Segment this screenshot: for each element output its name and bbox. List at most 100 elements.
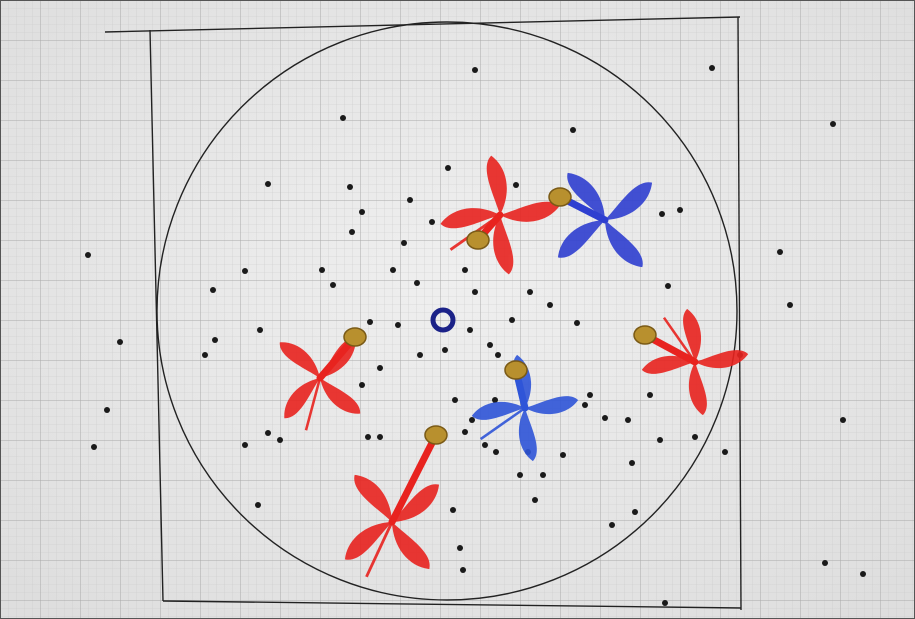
hole: [242, 268, 248, 274]
hole: [330, 282, 336, 288]
darts: [279, 155, 749, 578]
hole: [91, 444, 97, 450]
hole: [830, 121, 836, 127]
hole: [452, 397, 458, 403]
dart-flight: [440, 155, 560, 275]
hole: [212, 337, 218, 343]
hole: [265, 181, 271, 187]
hole: [210, 287, 216, 293]
hole: [450, 507, 456, 513]
square-top: [104, 16, 741, 33]
dart: [344, 425, 448, 578]
dart-barrel: [504, 360, 528, 380]
hole: [540, 472, 546, 478]
flight-fin: [557, 220, 605, 258]
hole: [417, 352, 423, 358]
hole: [467, 327, 473, 333]
hole: [367, 319, 373, 325]
hole: [482, 442, 488, 448]
hole: [414, 280, 420, 286]
flight-fin: [279, 342, 320, 378]
hole: [492, 397, 498, 403]
hole: [365, 434, 371, 440]
hole: [460, 567, 466, 573]
center-ring: [430, 307, 456, 333]
hole: [487, 342, 493, 348]
dart-barrel: [466, 230, 490, 250]
hole: [822, 560, 828, 566]
dart-flight: [641, 308, 749, 416]
dart-barrel: [548, 187, 572, 207]
dart-barrel: [343, 327, 367, 347]
hole: [442, 347, 448, 353]
hole: [429, 219, 435, 225]
hole: [377, 434, 383, 440]
hole: [445, 165, 451, 171]
hole: [257, 327, 263, 333]
hole: [349, 229, 355, 235]
flight-fin: [688, 362, 707, 416]
dart: [633, 308, 749, 416]
flight-fin: [392, 522, 430, 570]
hole: [255, 502, 261, 508]
flight-fin: [440, 208, 500, 229]
dart: [440, 155, 560, 275]
dart-barrel: [424, 425, 448, 445]
flight-fin: [525, 396, 579, 415]
hole: [359, 209, 365, 215]
hole: [570, 127, 576, 133]
hole: [609, 522, 615, 528]
flight-fin: [284, 378, 320, 419]
hole: [722, 449, 728, 455]
flight-fin: [320, 378, 361, 414]
flight-fin: [641, 355, 695, 374]
hole: [493, 449, 499, 455]
flight-fin: [320, 337, 356, 378]
hole: [407, 197, 413, 203]
hole: [602, 415, 608, 421]
hole: [509, 317, 515, 323]
square-right: [737, 16, 742, 611]
hole: [657, 437, 663, 443]
flight-fin: [695, 350, 749, 369]
flight-fin: [493, 215, 514, 275]
hole: [495, 352, 501, 358]
dart: [471, 354, 579, 462]
square-bottom: [162, 600, 742, 609]
flight-fin: [683, 308, 702, 362]
hole: [277, 437, 283, 443]
flight-fin: [354, 474, 392, 522]
hole: [202, 352, 208, 358]
drawn-circle: [156, 21, 738, 601]
dart: [279, 327, 367, 431]
hole: [625, 417, 631, 423]
hole: [709, 65, 715, 71]
dart-shaft: [388, 431, 440, 526]
flight-stem: [479, 406, 526, 441]
hole: [104, 407, 110, 413]
hole: [117, 339, 123, 345]
hole: [359, 382, 365, 388]
dart-barrel: [633, 325, 657, 345]
hole: [587, 392, 593, 398]
hole: [547, 302, 553, 308]
hole: [462, 429, 468, 435]
hole: [517, 472, 523, 478]
hole: [662, 600, 668, 606]
hole: [513, 182, 519, 188]
hole: [472, 67, 478, 73]
hole: [462, 267, 468, 273]
hole: [242, 442, 248, 448]
flight-fin: [392, 484, 440, 522]
hole: [659, 211, 665, 217]
hole: [777, 249, 783, 255]
hole: [647, 392, 653, 398]
flight-stem: [365, 521, 394, 578]
dart-holes: [85, 65, 866, 606]
hole: [377, 365, 383, 371]
flight-fin: [518, 408, 537, 462]
hole: [665, 283, 671, 289]
flight-fin: [486, 155, 507, 215]
